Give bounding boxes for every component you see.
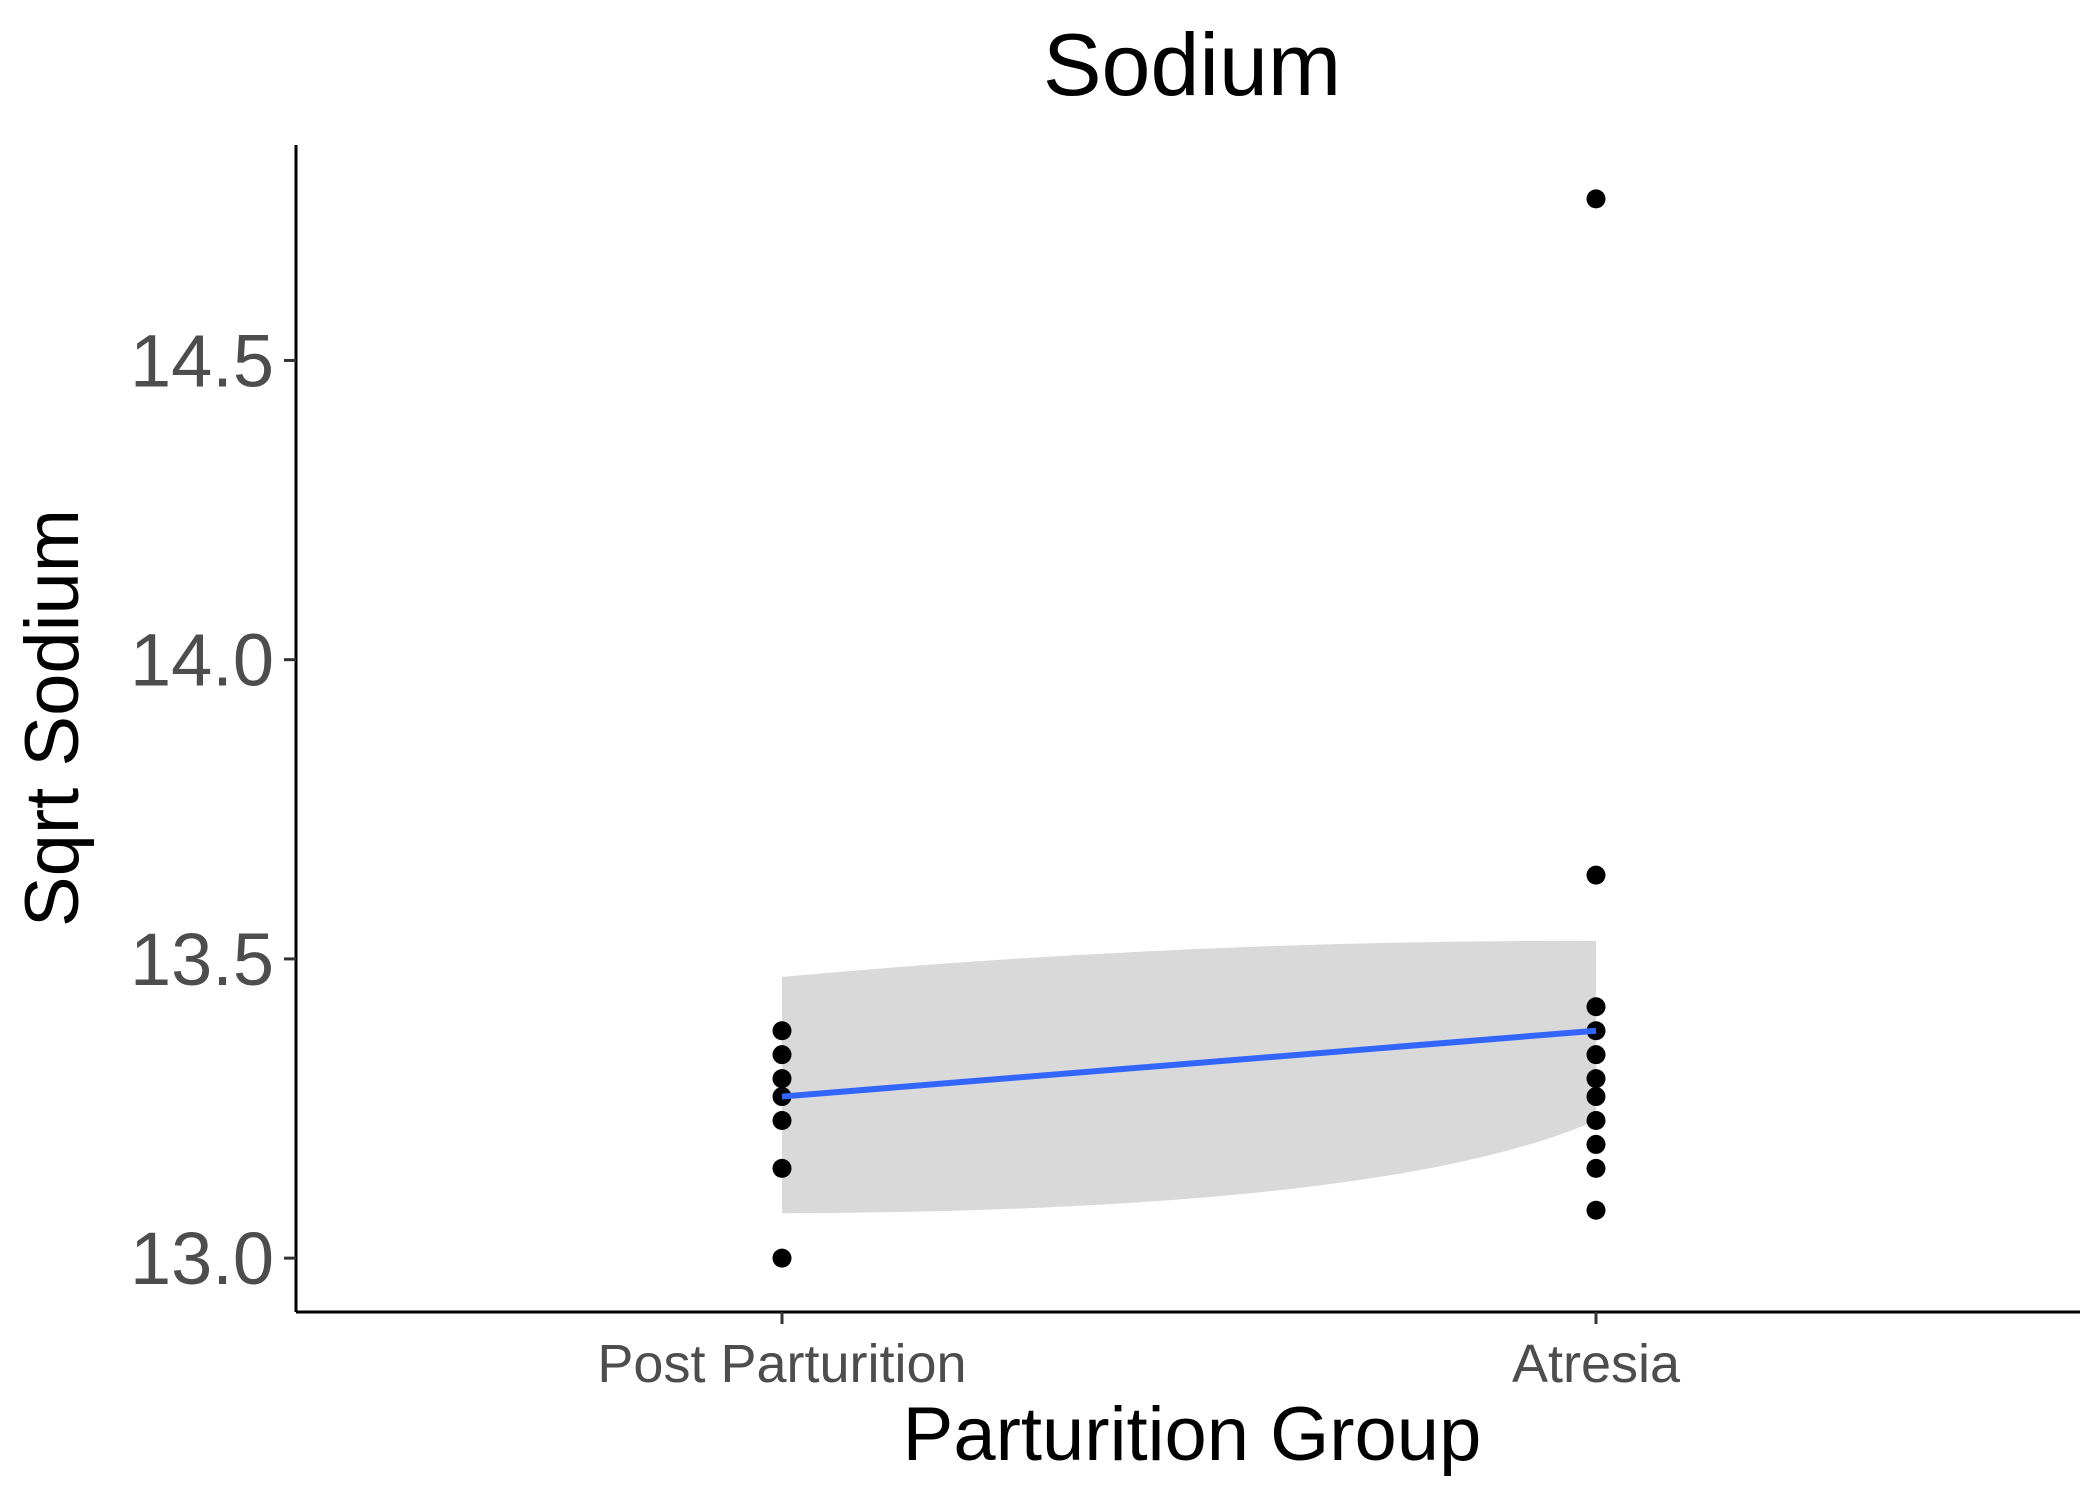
axes: 13.0 13.5 14.0 14.5 Post Parturition Atresia bbox=[130, 145, 2080, 1394]
y-tick-label: 13.0 bbox=[130, 1217, 274, 1300]
chart-title: Sodium bbox=[1043, 15, 1341, 114]
y-tick-label: 14.5 bbox=[130, 319, 274, 402]
fit-line bbox=[781, 1027, 1597, 1100]
data-point bbox=[1586, 997, 1606, 1017]
x-axis-title: Parturition Group bbox=[903, 1392, 1482, 1477]
data-point bbox=[1586, 1110, 1606, 1130]
data-point bbox=[1586, 1158, 1606, 1178]
data-point bbox=[772, 1110, 792, 1130]
data-point bbox=[772, 1021, 792, 1041]
data-point bbox=[772, 1069, 792, 1089]
y-tick-label: 14.0 bbox=[130, 619, 274, 702]
data-point bbox=[772, 1158, 792, 1178]
data-point bbox=[1586, 1045, 1606, 1065]
data-point bbox=[1586, 1200, 1606, 1220]
data-point bbox=[1586, 189, 1606, 209]
data-point bbox=[1586, 865, 1606, 885]
y-tick-label: 13.5 bbox=[130, 918, 274, 1001]
x-tick-label: Atresia bbox=[1512, 1334, 1681, 1394]
plot-area bbox=[772, 189, 1606, 1268]
x-tick-label: Post Parturition bbox=[597, 1334, 966, 1394]
confidence-ribbon bbox=[782, 940, 1596, 1214]
data-point bbox=[1586, 1069, 1606, 1089]
data-point bbox=[1586, 1134, 1606, 1154]
data-point bbox=[1586, 1087, 1606, 1107]
data-point bbox=[772, 1248, 792, 1268]
y-axis-title: Sqrt Sodium bbox=[10, 509, 95, 927]
data-point bbox=[772, 1045, 792, 1065]
